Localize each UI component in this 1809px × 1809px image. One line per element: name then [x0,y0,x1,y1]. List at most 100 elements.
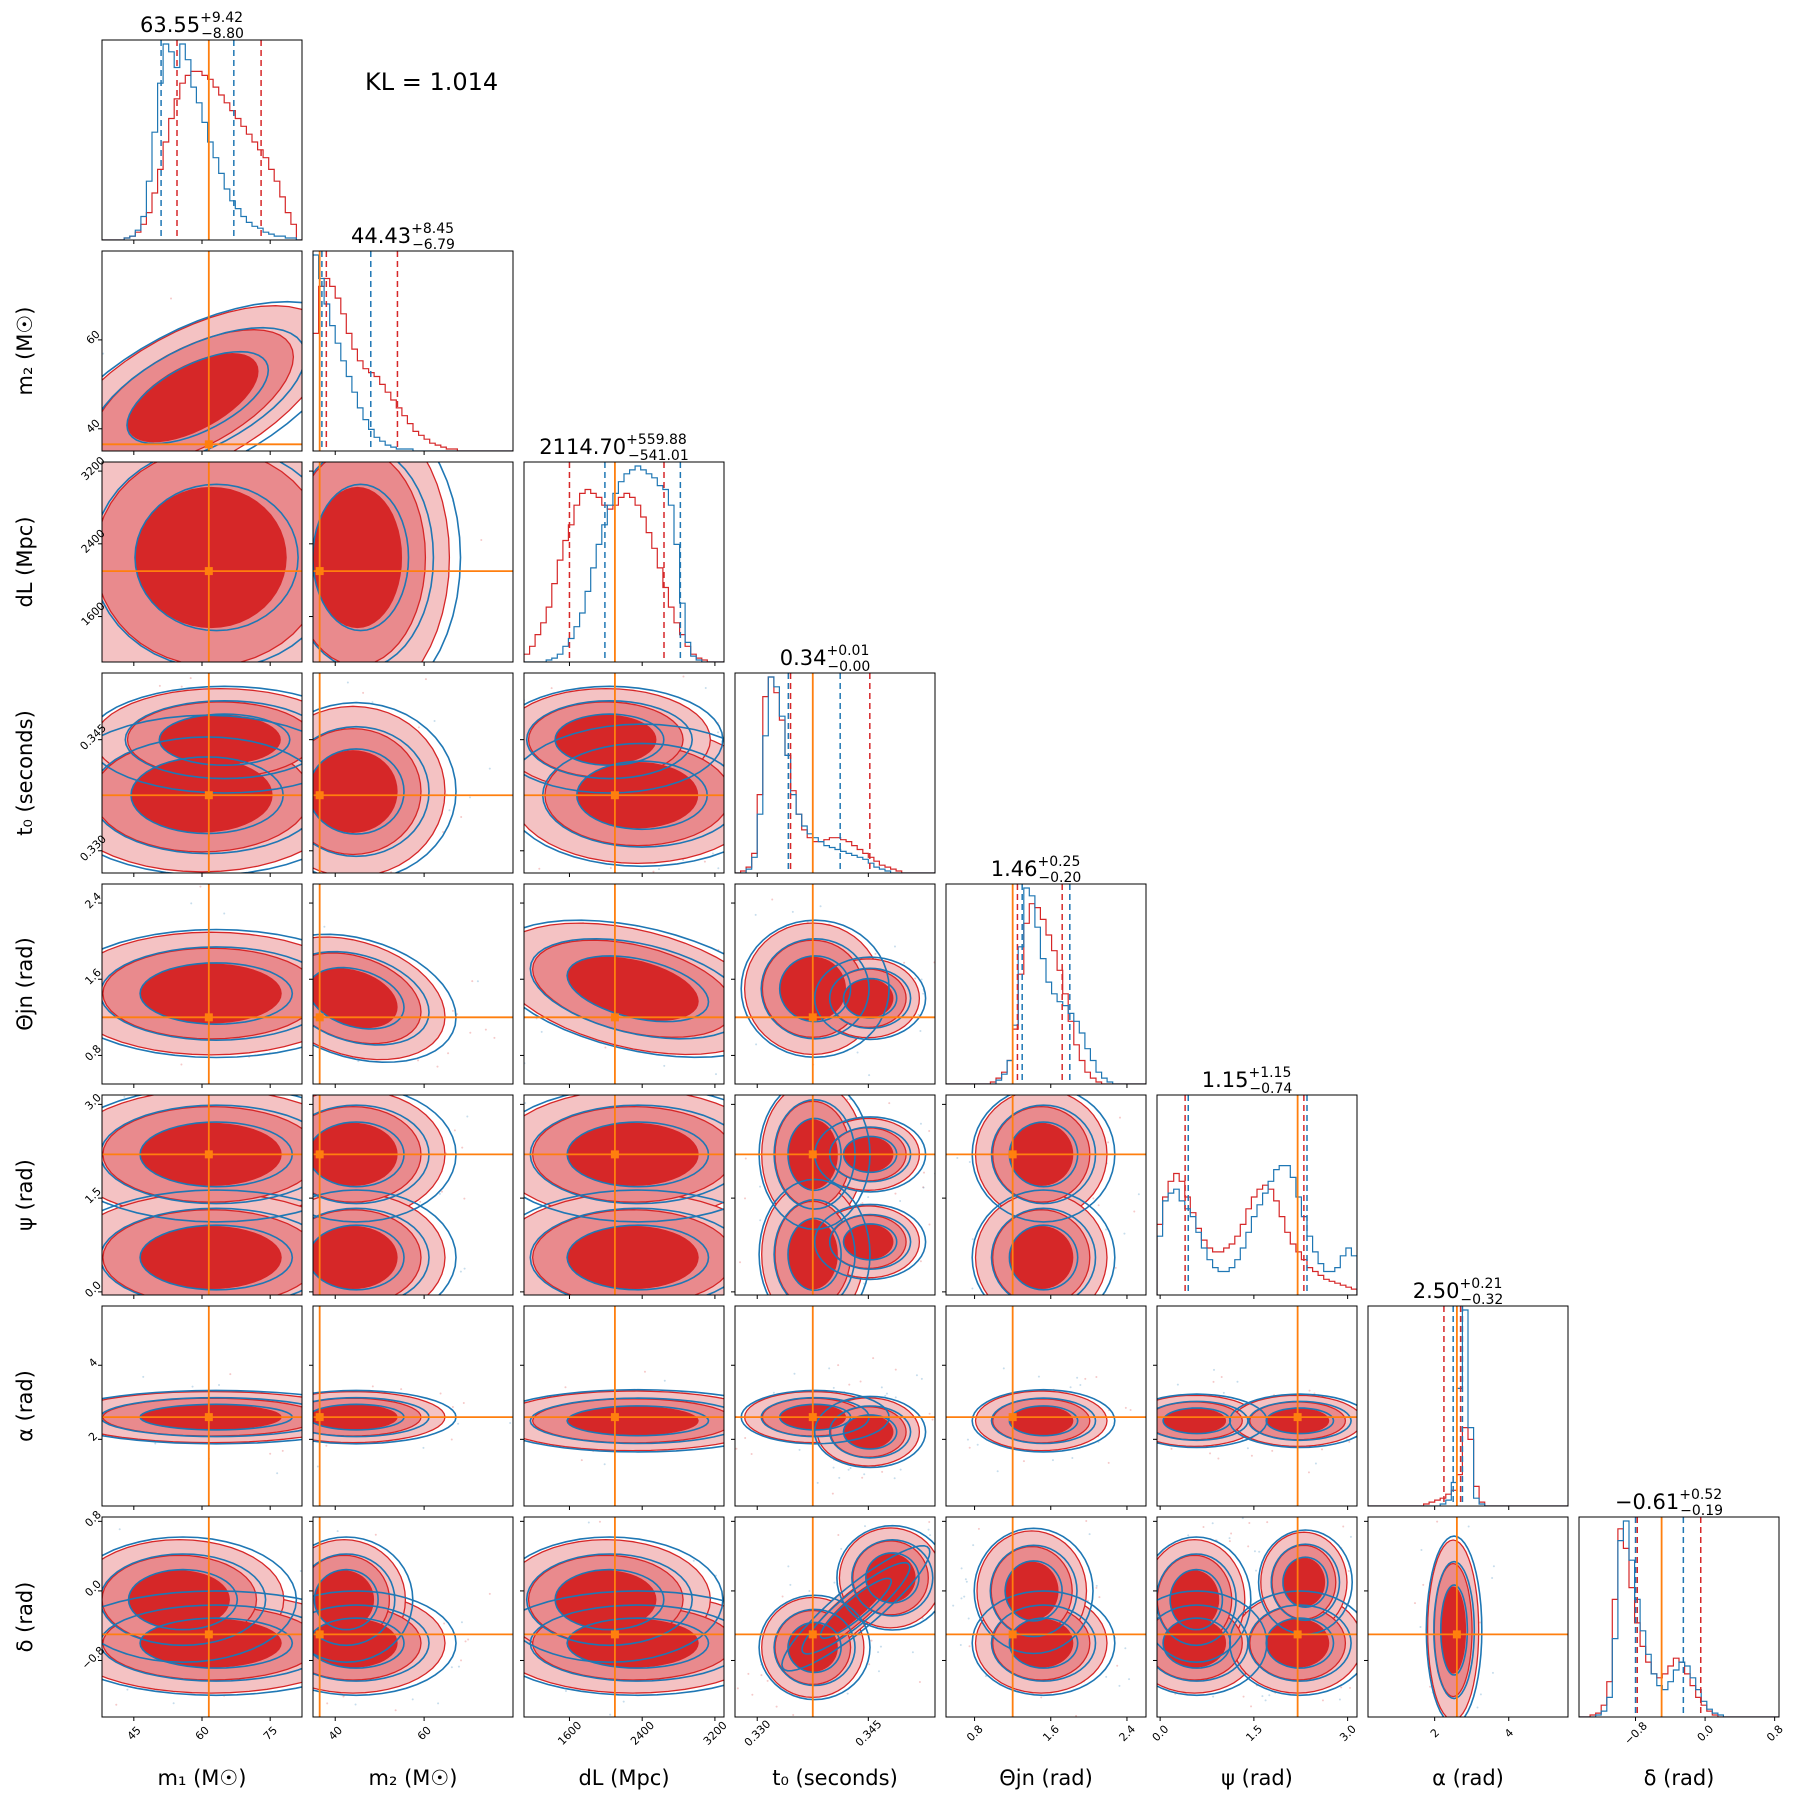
sample-point [246,875,248,877]
sample-point [8,946,10,948]
sample-point [500,1177,502,1179]
sample-point [154,1442,157,1445]
sample-point [323,1513,325,1515]
sample-point [436,697,438,699]
panel-frame [523,1516,725,1718]
density-fill-b [567,956,699,1021]
sample-point [922,1171,925,1174]
truth-marker [1008,1150,1017,1159]
truth-marker [204,1150,213,1159]
sample-point [949,1008,951,1010]
sample-point [172,1702,175,1705]
sample-point [1236,1380,1239,1383]
panel-psi-vs-t0 [731,1067,936,1320]
sample-point [291,1447,293,1449]
sample-point [339,1319,341,1321]
sample-point [1250,1705,1253,1708]
truth-marker [1293,1413,1302,1422]
sample-point [753,841,755,843]
density-fill-b [567,1225,699,1290]
sample-point [1107,1321,1109,1323]
density-contour-a [313,1396,430,1438]
density-contour-a [787,1621,842,1674]
sample-point [1479,1621,1482,1624]
sample-point [477,1425,479,1427]
sample-point [488,1592,491,1595]
hist-a-theta_jn [946,887,1146,1084]
sample-point [760,1674,763,1677]
y-axis-label-m2: m₂ (M☉) [13,307,37,396]
sample-point [928,1520,931,1523]
sample-point [622,1700,625,1703]
sample-point [731,839,733,841]
sample-point [1002,1367,1005,1370]
y-tick-label-alpha: 4 [86,1356,100,1370]
panel-alpha-vs-m1: 24 [86,1305,303,1510]
sample-point [484,1598,486,1600]
sample-point [1137,1724,1139,1726]
panel-frame [1367,1516,1569,1718]
sample-point [57,1239,59,1241]
density-contour-a [990,1604,1097,1682]
sample-point [158,684,161,687]
sample-point [471,1420,473,1422]
marginal-title-theta_jn: 1.46+0.25 −0.20 [991,854,1082,886]
sample-point [460,1621,463,1624]
density-contour-a [102,1553,267,1647]
density-contour-a [158,713,291,767]
sample-point [484,1028,487,1031]
sample-point [473,1281,475,1283]
sample-point [1271,1449,1274,1452]
sample-point [166,918,168,920]
sample-point [353,1330,355,1332]
sample-point [25,1294,27,1296]
sample-point [451,682,453,684]
sample-point [868,1318,870,1320]
sample-point [871,1499,873,1501]
panel-alpha-vs-m2 [291,1305,514,1510]
density-contour-a [525,699,694,780]
sample-point [1372,1429,1374,1431]
sample-point [411,1698,414,1701]
sample-point [921,1617,924,1620]
sample-point [495,1264,497,1266]
sample-point [398,1077,400,1079]
sample-point [920,1377,923,1380]
sample-point [298,427,300,429]
panel-m2-vs-m2: 44.43+8.45 −6.79 [312,221,514,455]
sample-point [496,1421,498,1423]
sample-point [473,1196,475,1198]
sample-point [189,677,192,680]
hist-a-delta [1579,1520,1779,1717]
sample-point [846,1692,849,1695]
panel-alpha-vs-t0 [731,1305,936,1510]
density-fill-b [135,486,287,629]
density-contour-a [102,1396,302,1438]
density-contour-a [313,1189,457,1295]
sample-point [75,1029,77,1031]
density-contour-a [773,1198,856,1295]
sample-point [792,1713,795,1716]
sample-point [1098,1596,1101,1599]
sample-point [832,1466,835,1469]
density-fill-b [313,968,398,1029]
sample-point [308,996,310,998]
truth-marker [315,1630,324,1639]
sample-point [1095,1586,1098,1589]
sample-point [306,704,308,706]
sample-point [1431,1741,1433,1743]
sample-point [13,430,15,432]
panel-psi-vs-theta_jn [942,1094,1147,1323]
density-contour-a [842,977,898,1019]
density-contour-a [102,1536,298,1664]
density-contour-a [313,701,457,873]
sample-point [508,1228,510,1230]
sample-point [922,992,925,995]
sample-point [756,1317,758,1319]
sample-point [903,961,906,964]
sample-point [885,1392,888,1395]
sample-point [817,1067,819,1069]
sample-point [1051,1459,1054,1462]
sample-point [417,1059,420,1062]
sample-point [899,1199,902,1202]
